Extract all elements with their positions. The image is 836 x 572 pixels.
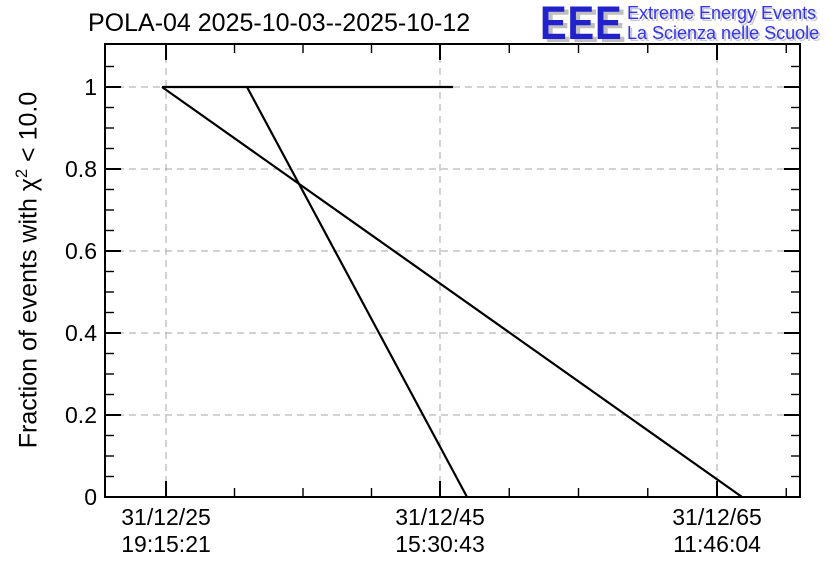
x-tick-date: 31/12/45 — [395, 504, 485, 530]
x-tick-time: 15:30:43 — [395, 531, 485, 557]
y-tick-label: 0.6 — [65, 238, 97, 264]
x-tick-label: 31/12/45 15:30:43 — [365, 504, 515, 558]
y-tick-label: 0 — [84, 484, 97, 510]
chart-title: POLA-04 2025-10-03--2025-10-12 — [88, 9, 471, 37]
y-tick-label: 0.2 — [65, 402, 97, 428]
eee-logo-letters-shadow: EEE — [544, 0, 627, 52]
x-tick-date: 31/12/25 — [121, 504, 211, 530]
x-tick-label: 31/12/25 19:15:21 — [91, 504, 241, 558]
eee-logo-letters: EEE — [540, 0, 623, 49]
y-tick-label: 1 — [84, 74, 97, 100]
eee-logo-taglines: Extreme Energy Events La Scienza nelle S… — [627, 3, 819, 43]
y-tick-label: 0.8 — [65, 156, 97, 182]
x-tick-date: 31/12/65 — [672, 504, 762, 530]
x-tick-label: 31/12/65 11:46:04 — [642, 504, 792, 558]
eee-logo: EEE EEE — [540, 0, 634, 52]
y-tick-label: 0.4 — [65, 320, 97, 346]
x-tick-time: 11:46:04 — [673, 531, 761, 557]
eee-logo-tagline-1: Extreme Energy Events — [627, 3, 817, 23]
x-tick-time: 19:15:21 — [121, 531, 211, 557]
eee-logo-tagline-2: La Scienza nelle Scuole — [627, 23, 820, 43]
